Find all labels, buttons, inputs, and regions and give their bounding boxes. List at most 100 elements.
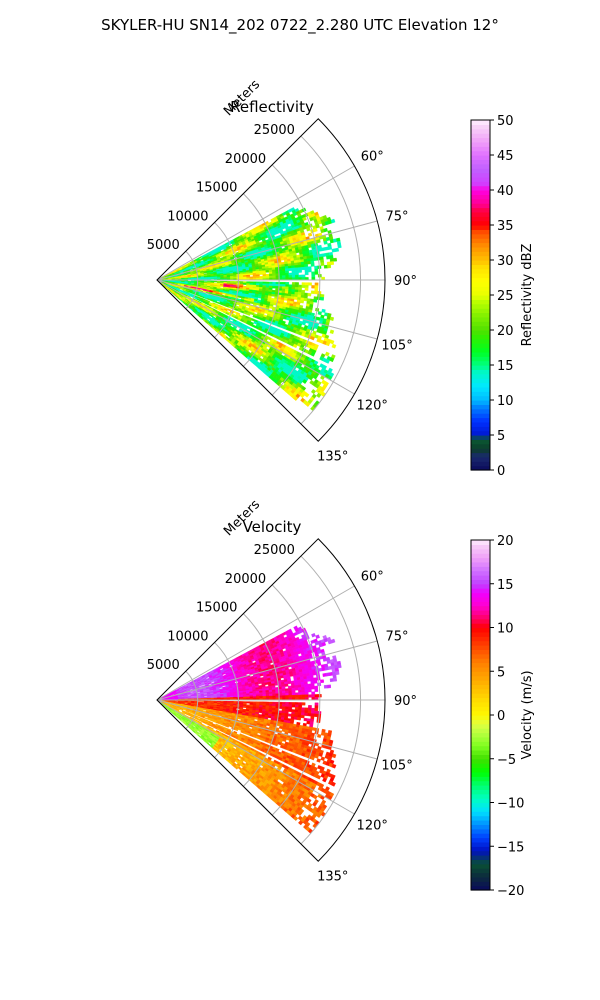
- heatmap-cell: [321, 308, 326, 313]
- colorbar-swatch: [471, 461, 490, 467]
- colorbar-swatch: [471, 185, 490, 191]
- heatmap-cell: [288, 702, 293, 705]
- colorbar-swatch: [471, 281, 490, 287]
- colorbar-swatch: [471, 242, 490, 248]
- heatmap-cell: [301, 274, 306, 278]
- heatmap-cell: [264, 682, 269, 686]
- heatmap-cell: [256, 701, 260, 704]
- heatmap-cell: [272, 285, 276, 289]
- heatmap-cell: [298, 692, 303, 696]
- heatmap-cell: [295, 274, 299, 278]
- colorbar-tick-label: 25: [497, 289, 514, 304]
- colorbar-tick-label: 45: [497, 149, 514, 164]
- radial-tick-label: 10000: [167, 209, 208, 224]
- heatmap-cell: [331, 343, 337, 349]
- heatmap-cell: [301, 707, 306, 711]
- figure-title: SKYLER-HU SN14_202 0722_2.280 UTC Elevat…: [101, 16, 499, 34]
- heatmap-cell: [262, 275, 267, 279]
- colorbar-swatch: [471, 408, 490, 414]
- colorbar-swatch: [471, 207, 490, 213]
- heatmap-cell: [298, 707, 302, 711]
- colorbar-swatch: [471, 334, 490, 340]
- angular-tick-label: 135°: [317, 450, 348, 465]
- heatmap-cell: [307, 260, 312, 265]
- colorbar-swatch: [471, 120, 490, 125]
- colorbar-swatch: [471, 150, 490, 156]
- colorbar-swatch: [471, 391, 490, 397]
- colorbar-label: Reflectivity dBZ: [520, 244, 535, 347]
- heatmap-cell: [291, 694, 296, 698]
- heatmap-cell: [285, 281, 290, 285]
- heatmap-cell: [307, 688, 312, 693]
- heatmap-cell: [306, 678, 311, 682]
- heatmap-cell: [259, 272, 263, 275]
- heatmap-cell: [313, 257, 318, 261]
- heatmap-cell: [314, 288, 319, 292]
- heatmap-cell: [314, 282, 319, 286]
- heatmap-cell: [314, 688, 319, 692]
- angular-tick-label: 75°: [386, 210, 409, 225]
- angular-tick-labels: 60°75°90°105°120°135°: [317, 150, 417, 465]
- heatmap-cell: [255, 274, 260, 277]
- heatmap-cell: [294, 267, 299, 271]
- heatmap-cell: [288, 275, 293, 278]
- heatmap-cell: [304, 287, 309, 291]
- colorbar-swatch: [471, 133, 490, 139]
- heatmap-cell: [279, 675, 284, 679]
- heatmap-cell: [284, 683, 289, 687]
- heatmap-cell: [229, 277, 234, 279]
- heatmap-cell: [268, 305, 274, 310]
- colorbar-swatch: [471, 176, 490, 182]
- heatmap-cell: [295, 282, 299, 286]
- colorbar-swatch: [471, 220, 490, 226]
- heatmap-cell: [308, 282, 312, 286]
- colorbar-swatch: [471, 439, 490, 445]
- heatmap-cell: [291, 690, 296, 694]
- heatmap-cell: [272, 273, 277, 277]
- heatmap-cell: [252, 276, 257, 279]
- heatmap-cell: [304, 689, 309, 693]
- heatmap-cell: [257, 295, 262, 299]
- heatmap-cell: [298, 694, 303, 698]
- heatmap-cell: [301, 321, 306, 326]
- heatmap-cell: [246, 276, 251, 279]
- heatmap-cell: [307, 686, 312, 690]
- heatmap-cell: [265, 693, 270, 697]
- colorbar-swatch: [471, 369, 490, 375]
- colorbar-swatch: [471, 400, 490, 405]
- heatmap-cell: [320, 294, 325, 298]
- heatmap-cell: [294, 264, 299, 269]
- heatmap-cell: [311, 694, 316, 698]
- heatmap-cell: [288, 704, 293, 708]
- heatmap-cell: [326, 261, 331, 266]
- heatmap-cell: [310, 290, 315, 295]
- colorbar-swatch: [471, 155, 490, 160]
- colorbar-swatch: [471, 295, 490, 300]
- heatmap-cell: [317, 662, 322, 667]
- heatmap-cell: [301, 694, 306, 698]
- colorbar-tick-label: 30: [497, 254, 514, 269]
- heatmap-cell: [285, 272, 290, 276]
- colorbar-tick-label: 35: [497, 219, 514, 234]
- heatmap-cell: [310, 680, 315, 685]
- heatmap-cell: [298, 702, 303, 706]
- colorbar-swatch: [471, 163, 490, 169]
- heatmap-cell: [304, 271, 309, 276]
- heatmap-cell: [301, 282, 306, 286]
- heatmap-cell: [229, 697, 234, 699]
- heatmap-cell: [294, 284, 299, 288]
- heatmap-cell: [298, 269, 302, 273]
- colorbar-tick-label: 50: [497, 114, 514, 129]
- heatmap-cell: [320, 296, 325, 301]
- heatmap-cell: [323, 227, 328, 233]
- heatmap-cell: [337, 664, 342, 669]
- heatmap-cell: [272, 703, 277, 707]
- heatmap-cell: [310, 263, 315, 267]
- heatmap-cell: [307, 268, 312, 273]
- heatmap-cell: [314, 702, 319, 706]
- heatmap-cell: [269, 275, 273, 279]
- heatmap-cell: [281, 693, 286, 696]
- heatmap-cell: [294, 704, 299, 708]
- colorbar-swatch: [471, 435, 490, 440]
